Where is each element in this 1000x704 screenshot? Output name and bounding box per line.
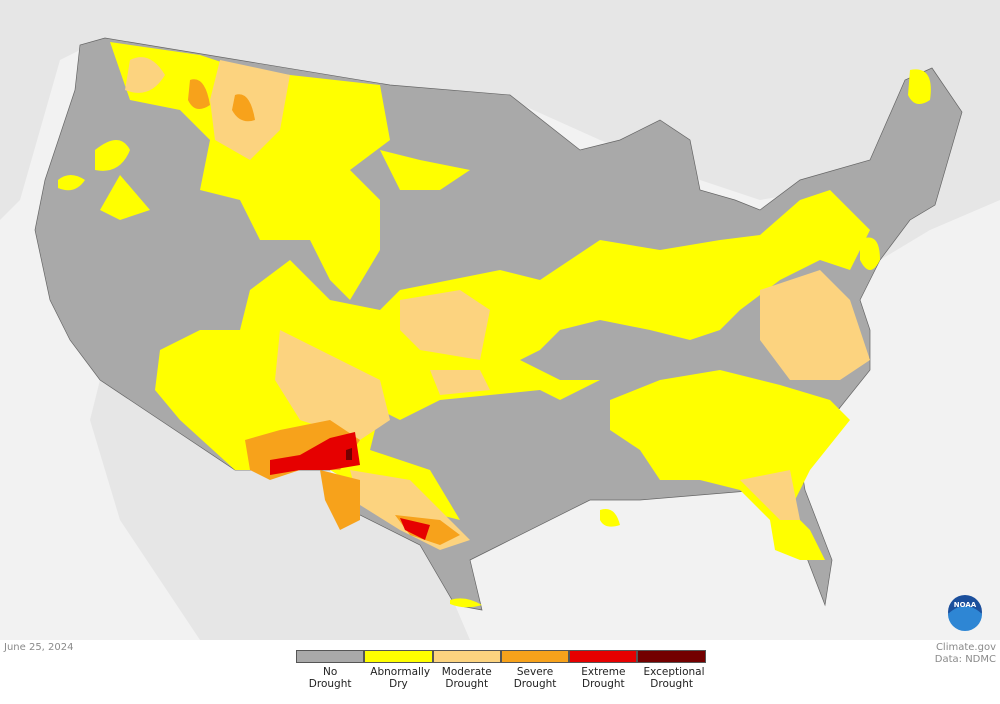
legend-label: Extreme Drought bbox=[581, 666, 626, 690]
drought-area bbox=[400, 518, 430, 540]
legend-item: Moderate Drought bbox=[432, 650, 501, 690]
noaa-logo-wave bbox=[948, 606, 982, 631]
noaa-logo-text: NOAA bbox=[954, 601, 977, 609]
drought-area bbox=[320, 470, 360, 530]
drought-area bbox=[95, 140, 130, 171]
legend-item: Abnormally Dry bbox=[364, 650, 433, 690]
legend-swatch bbox=[364, 650, 433, 663]
legend-swatch bbox=[637, 650, 706, 663]
legend-label: Abnormally Dry bbox=[370, 666, 431, 690]
legend-label: Moderate Drought bbox=[441, 666, 492, 690]
drought-area bbox=[908, 69, 931, 104]
legend-label: No Drought bbox=[308, 666, 352, 690]
drought-area bbox=[188, 79, 210, 109]
legend: No Drought Abnormally Dry Moderate Drought… bbox=[296, 650, 706, 690]
canada bbox=[0, 0, 1000, 260]
drought-area bbox=[760, 270, 870, 380]
legend-item: Extreme Drought bbox=[569, 650, 638, 690]
legend-item: Severe Drought bbox=[500, 650, 570, 690]
drought-area bbox=[740, 470, 800, 520]
legend-swatch bbox=[569, 650, 638, 663]
drought-area bbox=[346, 448, 352, 460]
credit: Climate.gov bbox=[935, 642, 996, 653]
legend-label: Exceptional Drought bbox=[643, 666, 705, 690]
drought-area bbox=[430, 370, 490, 395]
legend-swatch bbox=[432, 650, 501, 663]
drought-area bbox=[400, 290, 490, 360]
legend-item: Exceptional Drought bbox=[637, 650, 706, 690]
drought-area bbox=[860, 237, 880, 270]
date: June 25, 2024 bbox=[4, 642, 74, 653]
legend-item: No Drought bbox=[296, 650, 365, 690]
mexico bbox=[90, 380, 470, 640]
map: NOAA bbox=[0, 0, 1000, 640]
drought-area bbox=[275, 330, 390, 440]
drought-area bbox=[110, 42, 390, 300]
drought-area bbox=[380, 150, 470, 190]
drought-area bbox=[100, 175, 150, 220]
drought-area bbox=[125, 57, 165, 93]
drought-area bbox=[58, 175, 85, 191]
drought-area bbox=[450, 598, 482, 608]
source: Data: NDMC bbox=[934, 654, 996, 665]
drought-area bbox=[600, 509, 620, 527]
drought-areas bbox=[58, 42, 931, 608]
drought-area bbox=[232, 94, 255, 122]
legend-swatch bbox=[500, 650, 570, 663]
legend-label: Severe Drought bbox=[513, 666, 557, 690]
legend-swatch bbox=[296, 650, 365, 663]
drought-area bbox=[270, 432, 360, 475]
